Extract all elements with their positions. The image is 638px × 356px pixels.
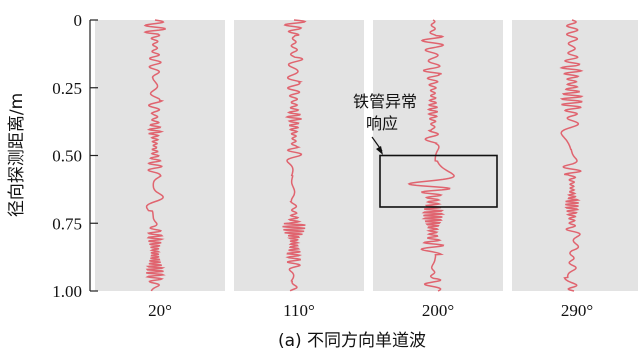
y-tick-label-0: 0	[74, 11, 83, 30]
annotation-box	[379, 154, 498, 208]
y-axis-label: 径向探测距离/m	[7, 93, 27, 217]
panel-label-0: 20°	[148, 301, 172, 320]
y-tick-label-4: 1.00	[52, 282, 82, 301]
y-tick-label-1: 0.25	[52, 79, 82, 98]
panels	[95, 20, 638, 291]
trace-0	[143, 19, 166, 292]
trace-3	[559, 19, 584, 292]
anomaly-annotation: 铁管异常 响应	[353, 92, 498, 208]
y-ticks: 0 0.25 0.50 0.75 1.00	[52, 11, 98, 301]
panel-label-1: 110°	[283, 301, 315, 320]
chart-caption: (a) 不同方向单道波	[278, 331, 426, 351]
panel-0	[95, 20, 225, 291]
panel-label-2: 200°	[422, 301, 454, 320]
panel-3	[512, 20, 638, 291]
y-tick-label-3: 0.75	[52, 214, 82, 233]
trace-1	[282, 19, 307, 292]
annotation-text-line1: 铁管异常	[353, 92, 417, 111]
panel-labels: 20° 110° 200° 290°	[148, 301, 593, 320]
annotation-text-line2: 响应	[366, 114, 398, 133]
y-tick-label-2: 0.50	[52, 147, 82, 166]
panel-label-3: 290°	[561, 301, 593, 320]
annotation-arrow-head	[376, 146, 383, 155]
